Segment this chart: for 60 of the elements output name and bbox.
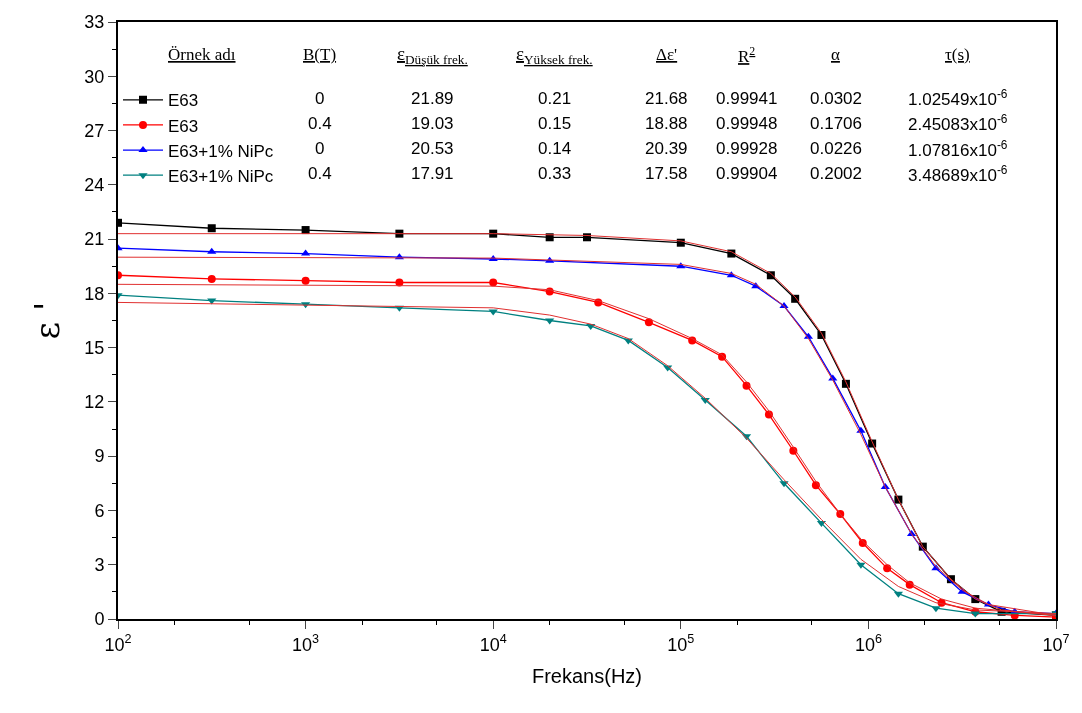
annotation: 20.39 xyxy=(645,139,688,158)
annotation: 17.58 xyxy=(645,164,688,183)
y-tick-label: 15 xyxy=(84,337,105,358)
annotation: 0 xyxy=(315,89,325,108)
annotation: B(T) xyxy=(303,45,337,64)
annotation: 0.33 xyxy=(538,164,572,183)
annotation: 1.07816x10$^{-6}$ xyxy=(908,138,1008,161)
x-tick-label: 10$^{6}$ xyxy=(854,632,882,655)
annotation: ε$_{Düşük frek.}$ xyxy=(397,43,468,67)
annotation: 0.4 xyxy=(308,164,332,183)
legend-label: E63+1% NiPc xyxy=(168,166,274,186)
y-tick-label: 3 xyxy=(94,555,105,576)
y-tick-label: 18 xyxy=(84,283,105,304)
legend-label: E63+1% NiPc xyxy=(168,141,274,161)
annotation: 0.99904 xyxy=(716,164,778,183)
annotation: 20.53 xyxy=(411,139,454,158)
annotation: 0.0302 xyxy=(810,89,862,108)
annotation: Δε' xyxy=(656,45,678,64)
y-tick-label: 12 xyxy=(84,392,105,413)
annotation: 0.0226 xyxy=(810,139,862,158)
annotation: 21.68 xyxy=(645,89,688,108)
annotation: 0.21 xyxy=(538,89,572,108)
annotation: 0.99941 xyxy=(716,89,778,108)
annotation: 0 xyxy=(315,139,325,158)
y-axis-title: ε ' xyxy=(27,301,68,340)
x-axis-title: Frekans(Hz) xyxy=(531,664,643,687)
legend-label: E63 xyxy=(168,116,199,136)
annotation: 17.91 xyxy=(411,164,454,183)
annotation: 19.03 xyxy=(411,114,454,133)
legend-label: E63 xyxy=(168,91,199,111)
annotation: 3.48689x10$^{-6}$ xyxy=(908,163,1008,186)
x-tick-label: 10$^{5}$ xyxy=(667,632,695,655)
annotation: α xyxy=(831,45,840,64)
annotation: 1.02549x10$^{-6}$ xyxy=(908,87,1008,110)
y-tick-label: 21 xyxy=(84,229,105,250)
annotation: 0.15 xyxy=(538,114,572,133)
annotation: 18.88 xyxy=(645,114,688,133)
annotation: 0.4 xyxy=(308,114,332,133)
annotation: R$^{2}$ xyxy=(738,44,756,67)
y-tick-label: 9 xyxy=(94,446,105,467)
y-tick-label: 30 xyxy=(84,66,105,87)
annotation: τ(s) xyxy=(945,45,970,64)
annotation: 0.1706 xyxy=(810,114,862,133)
annotation: 0.99948 xyxy=(716,114,778,133)
annotation: ε$_{Yüksek frek.}$ xyxy=(516,43,593,67)
y-tick-label: 6 xyxy=(94,500,105,521)
annotation: 21.89 xyxy=(411,89,454,108)
annotation: 2.45083x10$^{-6}$ xyxy=(908,112,1008,135)
annotation: Örnek adı xyxy=(168,45,236,64)
x-tick-label: 10$^{4}$ xyxy=(479,632,507,655)
annotation: 0.14 xyxy=(538,139,572,158)
annotation: 0.2002 xyxy=(810,164,862,183)
y-tick-label: 33 xyxy=(84,12,105,33)
y-tick-label: 24 xyxy=(84,175,105,196)
x-tick-label: 10$^{7}$ xyxy=(1042,632,1070,655)
annotation: 0.99928 xyxy=(716,139,778,158)
y-tick-label: 0 xyxy=(94,609,105,630)
x-tick-label: 10$^{2}$ xyxy=(104,632,132,655)
y-tick-label: 27 xyxy=(84,120,105,141)
x-tick-label: 10$^{3}$ xyxy=(292,632,320,655)
